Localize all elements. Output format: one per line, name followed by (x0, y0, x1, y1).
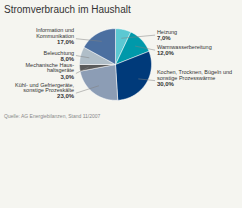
svg-text:Mechanische Haus-haltsgeräte: Mechanische Haus-haltsgeräte (25, 62, 74, 73)
svg-text:3,0%: 3,0% (60, 74, 74, 80)
svg-text:7,0%: 7,0% (157, 35, 171, 41)
html-text:Quelle: AG Energiebilanzen, St: Quelle: AG Energiebilanzen, Stand 11/200… (4, 113, 101, 119)
svg-text:30,0%: 30,0% (157, 81, 175, 87)
svg-text:17,0%: 17,0% (57, 39, 75, 45)
svg-text:Information undKommunikation: Information undKommunikation (36, 27, 74, 39)
svg-text:Heizung: Heizung (157, 29, 177, 35)
svg-text:12,0%: 12,0% (157, 50, 175, 56)
svg-text:Kochen, Trocknen, Bügeln undso: Kochen, Trocknen, Bügeln undsonstige Pro… (157, 69, 232, 81)
svg-text:Kühl- und Gefriergeräte,sonsti: Kühl- und Gefriergeräte,sonstige Prozesk… (15, 82, 74, 94)
svg-text:Beleuchtung: Beleuchtung (44, 50, 75, 56)
svg-text:Warmwasserbereitung: Warmwasserbereitung (157, 44, 212, 50)
html-text:Stromverbrauch im Haushalt: Stromverbrauch im Haushalt (4, 4, 131, 15)
svg-text:23,0%: 23,0% (57, 93, 75, 99)
svg-text:8,0%: 8,0% (60, 56, 74, 62)
